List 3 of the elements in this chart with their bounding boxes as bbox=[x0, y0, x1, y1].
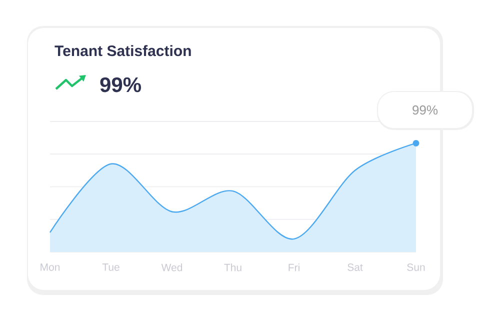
chart-subtitle: 99% bbox=[100, 77, 141, 92]
text: 99% bbox=[412, 105, 438, 115]
chart-title: Tenant Satisfaction bbox=[54, 45, 191, 56]
